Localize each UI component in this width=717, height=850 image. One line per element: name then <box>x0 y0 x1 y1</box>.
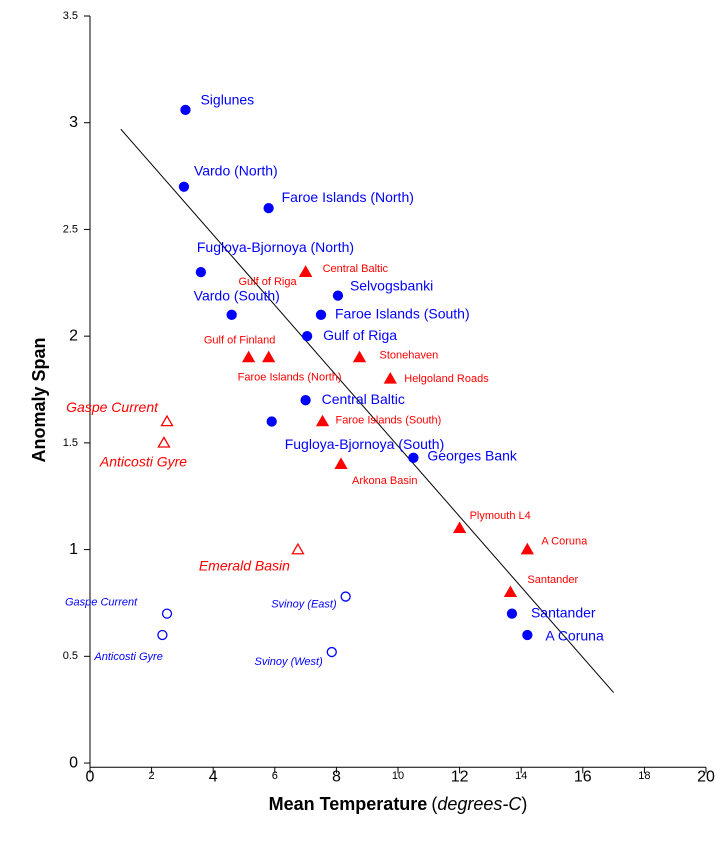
x-tick-label: 8 <box>332 769 341 786</box>
point-label: Stonehaven <box>380 349 439 361</box>
point-label: Central Baltic <box>322 391 405 407</box>
point-label: Arkona Basin <box>352 475 417 487</box>
point-label: Vardo (North) <box>194 162 278 178</box>
point-label: Santander <box>531 604 596 620</box>
point-label: Fugloya-Bjornoya (South) <box>285 436 445 452</box>
point-label: Faroe Islands (South) <box>335 306 470 322</box>
point <box>520 542 534 555</box>
point-label: Gulf of Riga <box>323 327 397 343</box>
point <box>241 350 256 363</box>
point <box>160 414 174 427</box>
x-tick-label: 2 <box>149 770 155 782</box>
point <box>300 395 311 406</box>
point <box>157 629 168 641</box>
point <box>263 202 274 214</box>
point-label: Gulf of Riga <box>239 276 298 288</box>
point-label: Vardo (South) <box>194 288 280 304</box>
point <box>291 542 305 555</box>
point-label: Anticosti Gyre <box>93 651 162 663</box>
point <box>326 646 337 658</box>
point-label: Emerald Basin <box>199 557 290 573</box>
point <box>195 266 207 278</box>
point <box>340 591 351 602</box>
point <box>334 457 348 469</box>
point-label: Gaspe Current <box>66 399 159 415</box>
point <box>503 585 518 598</box>
point-label: A Coruna <box>545 628 604 644</box>
y-tick-label: 0.5 <box>63 650 78 662</box>
x-tick-label: 10 <box>392 770 404 782</box>
x-tick-label: 6 <box>272 770 278 782</box>
y-tick-label: 1 <box>69 541 78 558</box>
point <box>226 309 237 320</box>
point <box>315 309 327 320</box>
point-label: Santander <box>527 574 578 586</box>
point-label: Svinoy (East) <box>271 598 337 610</box>
point-label: Faroe Islands (South) <box>336 414 442 426</box>
point-label: Central Baltic <box>323 263 389 275</box>
point <box>161 608 173 619</box>
x-tick-label: 14 <box>515 770 527 782</box>
point-label: Fugloya-Bjornoya (North) <box>197 239 354 255</box>
point-label: Svinoy (West) <box>255 656 324 668</box>
point <box>352 350 367 363</box>
point-label: Faroe Islands (North) <box>238 371 342 383</box>
x-tick-label: 20 <box>697 769 715 786</box>
y-tick-label: 0 <box>69 754 78 771</box>
point-label: Siglunes <box>200 92 254 108</box>
x-tick-label: 12 <box>451 769 469 786</box>
y-tick-label: 3 <box>69 114 78 131</box>
point-label: Selvogsbanki <box>350 277 433 293</box>
point <box>298 265 313 277</box>
point <box>301 331 313 342</box>
y-tick-label: 2.5 <box>63 223 78 235</box>
point-label: Anticosti Gyre <box>99 454 187 470</box>
x-axis-title-part: ( <box>431 794 437 814</box>
point <box>506 608 518 619</box>
point <box>332 290 344 301</box>
point <box>266 416 277 427</box>
point <box>383 372 397 384</box>
point <box>157 436 171 448</box>
y-axis-title: Anomaly Span <box>29 337 49 462</box>
x-tick-label: 18 <box>638 770 650 782</box>
x-axis-title-part: ) <box>521 794 527 814</box>
point <box>262 350 276 363</box>
point-label: Helgoland Roads <box>404 373 489 385</box>
y-tick-label: 2 <box>69 327 78 344</box>
y-tick-label: 3.5 <box>63 10 78 22</box>
point <box>522 629 533 641</box>
x-tick-label: 16 <box>574 769 592 786</box>
point <box>452 521 467 534</box>
point <box>178 181 190 192</box>
point-label: Gulf of Finland <box>204 334 276 346</box>
trend-line <box>120 128 614 693</box>
point <box>315 414 330 427</box>
point-label: A Coruna <box>541 536 588 548</box>
point <box>408 452 419 463</box>
point-label: Georges Bank <box>427 448 517 464</box>
x-tick-label: 4 <box>209 769 218 786</box>
point-label: Faroe Islands (North) <box>282 189 414 205</box>
x-tick-label: 0 <box>86 769 95 786</box>
point <box>180 104 191 116</box>
x-axis-title-part: Mean Temperature <box>269 794 428 814</box>
x-axis-title: Mean Temperature (degrees-C) <box>269 794 528 814</box>
x-axis-title-part: degrees-C <box>437 794 522 814</box>
point-label: Plymouth L4 <box>470 510 531 522</box>
y-tick-label: 1.5 <box>63 437 78 449</box>
point-label: Gaspe Current <box>65 597 138 609</box>
